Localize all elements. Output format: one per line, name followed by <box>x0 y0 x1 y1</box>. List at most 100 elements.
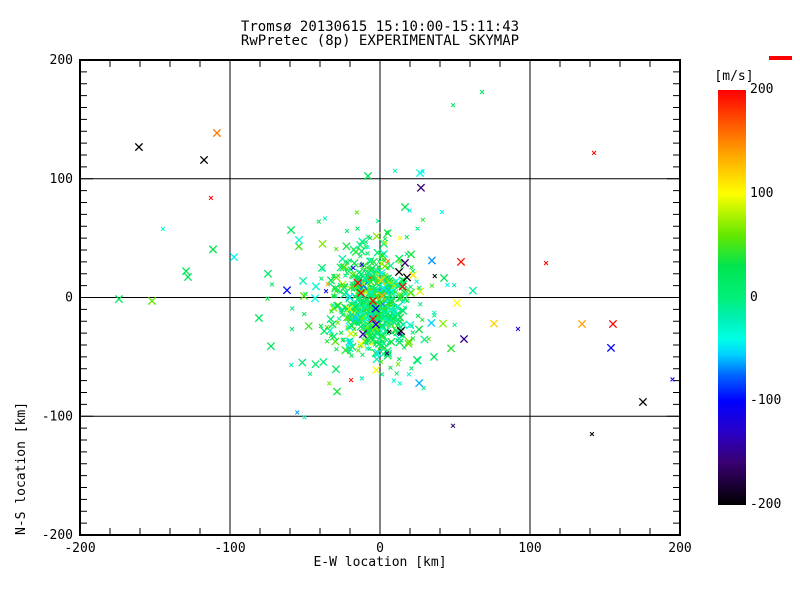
data-point <box>363 317 369 322</box>
data-point <box>431 310 437 316</box>
data-point <box>336 316 342 321</box>
colorbar-tick-label: 0 <box>750 289 758 305</box>
data-point <box>343 283 348 288</box>
data-point <box>407 208 413 213</box>
data-point <box>294 242 303 251</box>
data-point <box>439 273 449 283</box>
data-point <box>298 358 307 367</box>
data-point <box>353 294 363 303</box>
data-point <box>341 288 351 297</box>
data-point <box>357 296 363 302</box>
data-point <box>311 282 321 291</box>
data-point <box>426 336 432 342</box>
data-point <box>366 271 372 276</box>
data-point <box>386 319 392 325</box>
data-point <box>591 150 597 156</box>
data-point <box>376 307 381 313</box>
data-point <box>438 319 448 328</box>
data-point <box>386 329 392 335</box>
data-point <box>577 319 587 329</box>
data-point <box>298 276 308 285</box>
data-point <box>332 387 342 396</box>
data-point <box>345 292 354 302</box>
data-point <box>345 337 354 346</box>
data-point <box>263 269 273 278</box>
plot-title-block: Tromsø 20130615 15:10:00-15:11:43 RwPrete… <box>80 20 680 48</box>
data-point <box>418 302 423 307</box>
plot-frame <box>79 59 681 536</box>
data-point <box>414 279 420 284</box>
data-point <box>405 321 415 330</box>
data-point <box>386 305 395 314</box>
data-point <box>404 337 414 346</box>
data-point <box>396 256 402 261</box>
data-point <box>452 322 457 328</box>
data-point <box>340 338 345 343</box>
data-point <box>415 378 424 388</box>
data-point <box>357 247 366 256</box>
data-point <box>328 333 334 339</box>
data-point <box>393 303 402 312</box>
y-tick-label: 200 <box>50 53 73 68</box>
data-point <box>340 312 346 318</box>
data-point <box>408 270 418 280</box>
data-point <box>400 299 406 305</box>
data-point <box>386 261 395 270</box>
data-point <box>379 283 388 292</box>
data-point <box>320 267 325 272</box>
data-point <box>366 289 376 298</box>
data-point <box>412 355 422 365</box>
data-point <box>343 273 348 278</box>
data-point <box>410 336 416 341</box>
data-point <box>331 365 341 374</box>
data-point <box>394 323 400 329</box>
data-point <box>543 260 549 266</box>
data-point <box>363 327 372 336</box>
data-point <box>446 344 456 353</box>
data-point <box>427 318 436 328</box>
data-point <box>363 171 373 181</box>
data-point <box>333 288 339 294</box>
data-point <box>468 286 478 295</box>
data-point <box>608 319 618 329</box>
data-point <box>356 288 366 298</box>
data-point <box>398 282 407 291</box>
data-point <box>397 381 403 386</box>
data-point <box>344 316 350 322</box>
data-point <box>335 320 341 325</box>
data-point <box>383 327 389 333</box>
x-tick-label: 100 <box>518 541 541 556</box>
data-point <box>432 273 438 279</box>
colorbar-tick-label: 100 <box>750 185 774 201</box>
x-tick-label: -200 <box>64 541 95 556</box>
data-point <box>397 235 403 241</box>
data-point <box>397 259 403 265</box>
data-point <box>606 343 616 352</box>
data-point <box>265 296 270 301</box>
data-point <box>383 309 388 315</box>
data-point <box>419 317 425 323</box>
data-point <box>266 342 276 351</box>
data-point <box>372 232 381 241</box>
data-point <box>388 276 394 282</box>
data-point <box>329 303 338 312</box>
data-point <box>368 314 378 324</box>
data-point <box>397 319 403 324</box>
data-point <box>348 301 354 307</box>
data-point <box>363 239 369 245</box>
data-point <box>364 341 369 346</box>
data-point <box>368 296 378 306</box>
data-point <box>358 329 368 339</box>
y-tick-label: 100 <box>50 172 73 187</box>
corner-red-mark <box>769 56 792 60</box>
data-point <box>134 142 144 152</box>
data-point <box>445 282 450 288</box>
data-point <box>404 234 410 240</box>
data-point <box>147 296 157 306</box>
data-point <box>373 248 382 257</box>
data-point <box>377 276 386 285</box>
data-point <box>294 235 304 245</box>
data-point <box>416 285 422 291</box>
data-point <box>376 287 381 292</box>
data-point <box>404 251 410 257</box>
